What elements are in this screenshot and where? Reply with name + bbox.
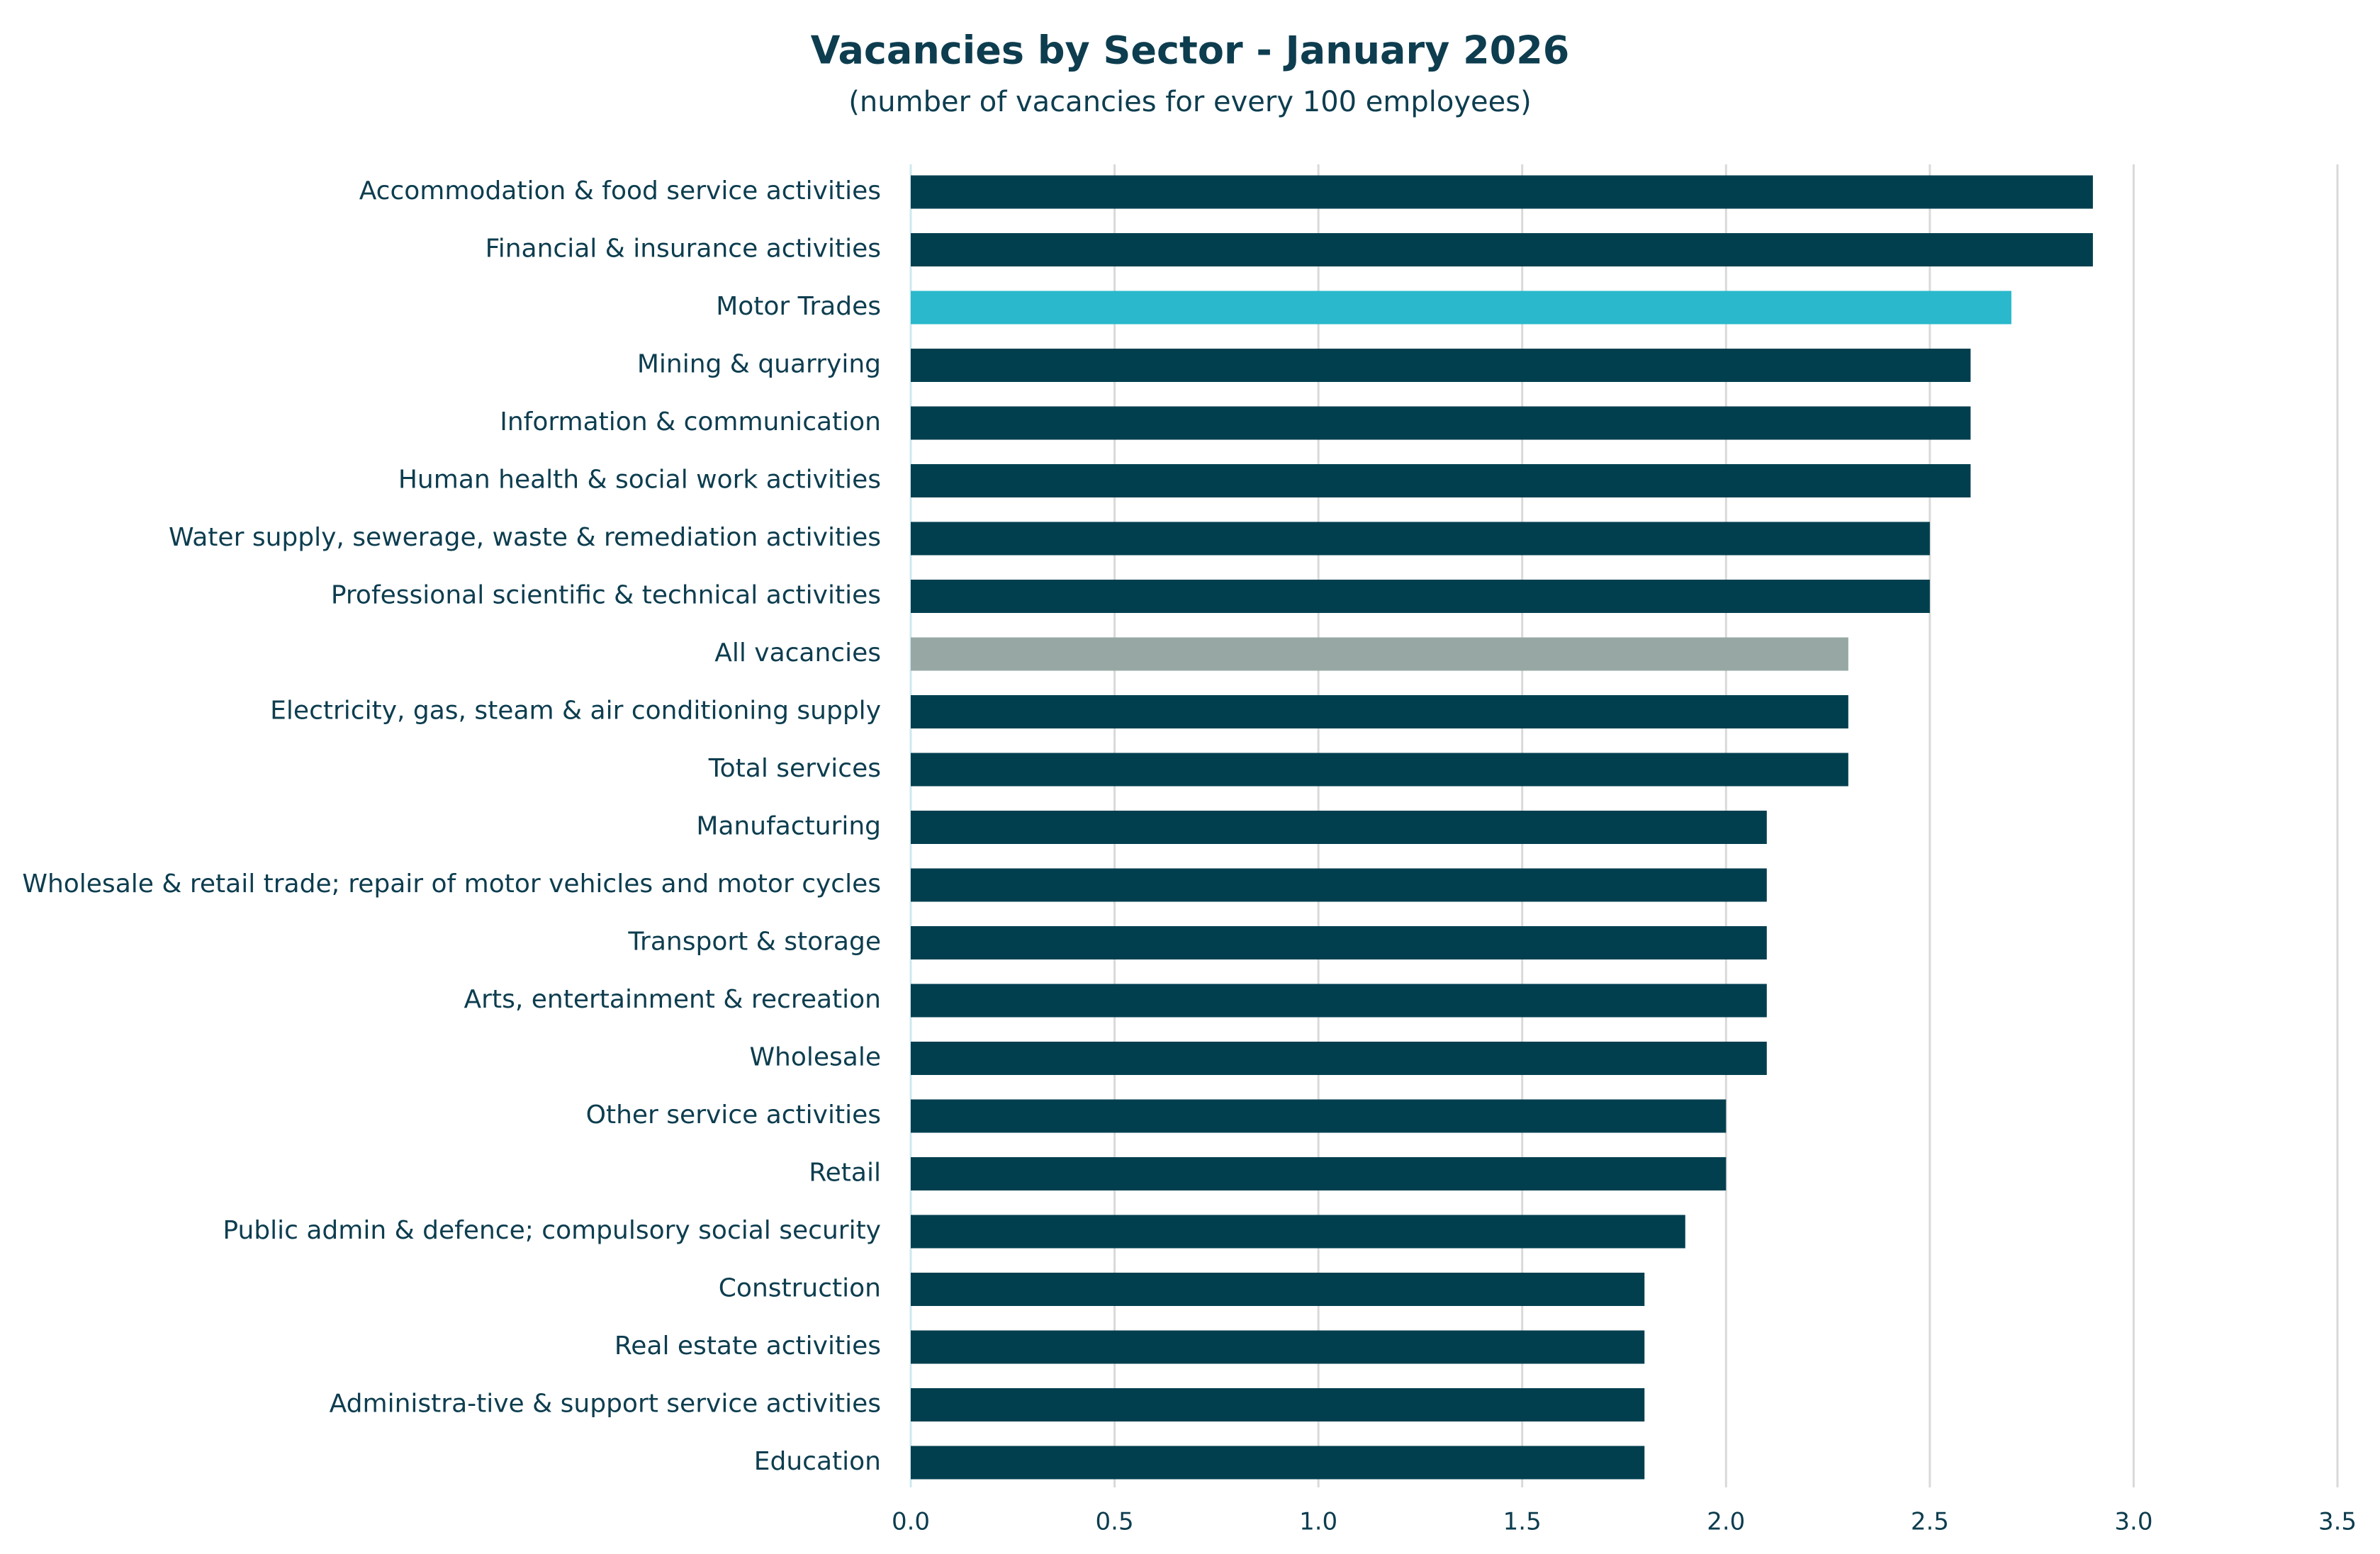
y-tick-label: Arts, entertainment & recreation — [464, 985, 881, 1014]
y-tick-label: Professional scientific & technical acti… — [331, 581, 881, 610]
bar — [911, 1099, 1727, 1133]
x-tick-label: 0.5 — [1096, 1508, 1134, 1536]
bar — [911, 1157, 1727, 1190]
y-tick-label: Retail — [809, 1159, 881, 1188]
y-tick-label: Water supply, sewerage, waste & remediat… — [169, 523, 881, 552]
bar — [911, 868, 1767, 902]
bar — [911, 406, 1971, 440]
bar — [911, 1273, 1645, 1306]
bar — [911, 1446, 1645, 1480]
y-tick-label: Education — [754, 1447, 881, 1476]
y-tick-label: Other service activities — [586, 1100, 881, 1130]
y-tick-label: Motor Trades — [716, 292, 881, 321]
bar — [911, 175, 2093, 209]
x-tick-label: 1.0 — [1299, 1508, 1337, 1536]
bar — [911, 695, 1848, 728]
chart-subtitle: (number of vacancies for every 100 emplo… — [848, 86, 1531, 118]
chart-title: Vacancies by Sector - January 2026 — [811, 28, 1570, 73]
y-tick-label: Wholesale — [749, 1043, 881, 1072]
y-tick-label: Mining & quarrying — [637, 350, 881, 379]
bar — [911, 926, 1767, 959]
y-tick-label: Financial & insurance activities — [485, 235, 881, 264]
bar — [911, 1042, 1767, 1075]
x-tick-label: 3.0 — [2114, 1508, 2152, 1536]
bar — [911, 464, 1971, 497]
bar — [911, 1215, 1685, 1249]
bar — [911, 291, 2011, 325]
y-tick-label: Construction — [719, 1274, 881, 1303]
bar — [911, 580, 1930, 613]
x-tick-label: 2.0 — [1707, 1508, 1745, 1536]
bar — [911, 811, 1767, 844]
x-tick-label: 1.5 — [1503, 1508, 1542, 1536]
y-tick-label: Public admin & defence; compulsory socia… — [223, 1216, 881, 1245]
y-tick-label: Information & communication — [500, 407, 881, 437]
bar — [911, 753, 1848, 787]
y-tick-label: Electricity, gas, steam & air conditioni… — [270, 697, 881, 726]
y-tick-label: Wholesale & retail trade; repair of moto… — [22, 869, 881, 899]
y-tick-label: Manufacturing — [696, 812, 881, 841]
y-tick-label: Human health & social work activities — [398, 466, 881, 495]
bar — [911, 1330, 1645, 1364]
bar — [911, 522, 1930, 556]
x-tick-label: 0.0 — [892, 1508, 930, 1536]
bar — [911, 233, 2093, 266]
y-tick-label: Administra-tive & support service activi… — [330, 1390, 881, 1419]
x-tick-label: 3.5 — [2318, 1508, 2357, 1536]
y-tick-label: Transport & storage — [627, 928, 881, 957]
y-tick-label: Total services — [708, 754, 881, 783]
bar — [911, 1388, 1645, 1421]
y-tick-label: Real estate activities — [614, 1331, 881, 1361]
y-tick-label: All vacancies — [714, 638, 881, 668]
bar — [911, 984, 1767, 1018]
y-tick-label: Accommodation & food service activities — [359, 176, 881, 205]
bar — [911, 637, 1848, 671]
x-tick-label: 2.5 — [1911, 1508, 1949, 1536]
bar — [911, 349, 1971, 382]
